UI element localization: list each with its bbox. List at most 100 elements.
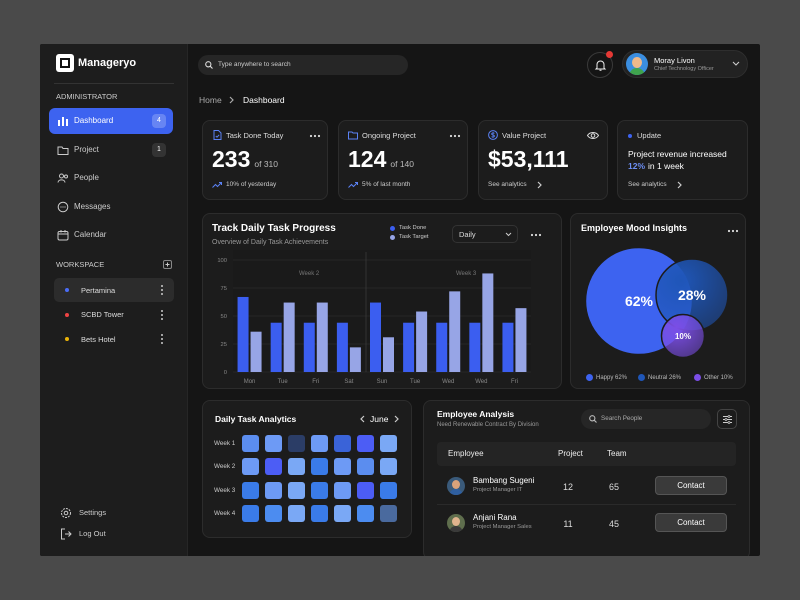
contact-button[interactable]: Contact	[655, 476, 727, 495]
more-button[interactable]	[449, 134, 461, 138]
update-dot	[628, 134, 632, 138]
icon-part	[732, 61, 740, 66]
icon-part	[161, 309, 163, 312]
y-tick-label: 50	[221, 314, 227, 320]
workspace-label: SCBD Tower	[81, 310, 124, 320]
heat-cell	[334, 481, 351, 499]
workspace-item[interactable]: Pertamina	[54, 278, 174, 302]
x-tick-label: Mon	[244, 379, 256, 385]
x-tick-label: Wed	[475, 379, 487, 385]
search-icon	[589, 415, 597, 423]
icon-part	[66, 119, 68, 126]
period-dropdown[interactable]: Daily	[452, 225, 518, 243]
workspace-menu[interactable]	[161, 309, 163, 320]
icon-part	[163, 260, 172, 269]
y-tick-label: 75	[221, 286, 227, 292]
menu-icon	[57, 146, 69, 155]
icon-part	[537, 181, 542, 189]
heat-cell	[334, 435, 351, 452]
heat-cell	[311, 481, 328, 499]
stat-value-row: 124 of 140	[348, 148, 414, 171]
more-button[interactable]	[309, 134, 321, 138]
employee-name: Anjani Rana	[473, 513, 517, 522]
task-progress-card: 0 25 50 75 100 Week 2 Week 3 Mon Tue Fri Sat Sun Tue…	[202, 213, 562, 389]
menu-item[interactable]: Messages	[49, 194, 173, 220]
menu-item[interactable]: People	[49, 165, 173, 191]
menu-item[interactable]: Project 1	[49, 137, 173, 163]
icon-part	[215, 134, 220, 138]
menu-badge: 4	[152, 114, 166, 128]
icon-part	[348, 131, 358, 140]
bar	[270, 322, 282, 372]
stat-icon	[488, 130, 498, 140]
bar	[316, 302, 328, 372]
icon-part	[161, 342, 163, 345]
x-tick-label: Fri	[312, 379, 319, 385]
heat-cell	[288, 458, 305, 476]
section-heading: ADMINISTRATOR	[56, 92, 118, 101]
column-header: Employee	[448, 449, 484, 458]
icon-part	[58, 230, 68, 235]
search-bar[interactable]: Type anywhere to search	[198, 55, 408, 75]
view-toggle[interactable]	[586, 131, 600, 140]
next-month[interactable]	[393, 415, 400, 423]
add-workspace[interactable]	[163, 260, 172, 269]
heat-cell	[334, 458, 351, 476]
bar	[383, 337, 394, 372]
legend-label: Task Target	[399, 234, 429, 240]
bar	[403, 322, 415, 372]
icon-part	[538, 233, 542, 237]
icon-part	[593, 419, 597, 423]
more-button[interactable]	[530, 233, 542, 237]
icon-part	[161, 313, 163, 316]
mood-bubble	[660, 313, 706, 359]
icon-part	[62, 206, 64, 208]
heat-cell	[265, 435, 282, 452]
icon-part	[677, 181, 682, 189]
workspace-menu[interactable]	[161, 285, 163, 295]
mood-value-label: 10%	[675, 332, 691, 341]
search-icon	[205, 61, 213, 69]
heat-cell	[311, 504, 328, 522]
icon-part	[161, 334, 163, 337]
bar	[416, 311, 428, 372]
footer-item[interactable]: Log Out	[54, 526, 174, 542]
prev-month[interactable]	[359, 415, 366, 423]
update-change: 12%	[628, 161, 646, 171]
filter-button[interactable]	[717, 409, 737, 429]
chart-title: Track Daily Task Progress	[212, 223, 336, 234]
x-tick-label: Tue	[278, 379, 289, 385]
workspace-item[interactable]: SCBD Tower	[54, 303, 174, 327]
icon-part	[589, 415, 596, 422]
more-button[interactable]	[727, 229, 739, 233]
stat-value-row: $53,111	[488, 148, 569, 171]
legend-swatch	[586, 374, 593, 381]
menu-icon	[57, 201, 69, 213]
workspace-item[interactable]: Bets Hotel	[54, 327, 174, 351]
workspace-menu[interactable]	[161, 334, 163, 345]
heat-cell	[242, 481, 259, 499]
notification-button[interactable]	[587, 52, 613, 78]
menu-item[interactable]: Dashboard 4	[49, 108, 173, 134]
icon-part	[457, 134, 461, 138]
user-menu[interactable]: Moray Livon Chief Technology Officer	[622, 50, 748, 78]
menu-badge: 1	[152, 142, 166, 157]
footer-item[interactable]: Settings	[54, 505, 174, 521]
icon-part	[57, 146, 69, 155]
link[interactable]: See analytics	[628, 180, 698, 190]
week-annotation: Week 3	[456, 271, 477, 277]
menu-item[interactable]: Calendar	[49, 222, 173, 248]
icon-part	[58, 120, 60, 126]
link[interactable]: See analytics	[488, 180, 558, 190]
filter-icon	[723, 415, 732, 424]
icon-part	[212, 182, 222, 188]
contact-button[interactable]: Contact	[655, 513, 727, 532]
people-search[interactable]: Search People	[581, 409, 711, 429]
mood-card: Employee Mood Insights 62% 28% 10% Happy 62%…	[570, 213, 746, 389]
breadcrumb-separator	[229, 96, 234, 104]
heat-cell	[380, 481, 397, 499]
bar	[237, 296, 249, 372]
bar	[469, 322, 481, 372]
icon-part	[161, 289, 163, 291]
x-tick-label: Wed	[442, 379, 454, 385]
